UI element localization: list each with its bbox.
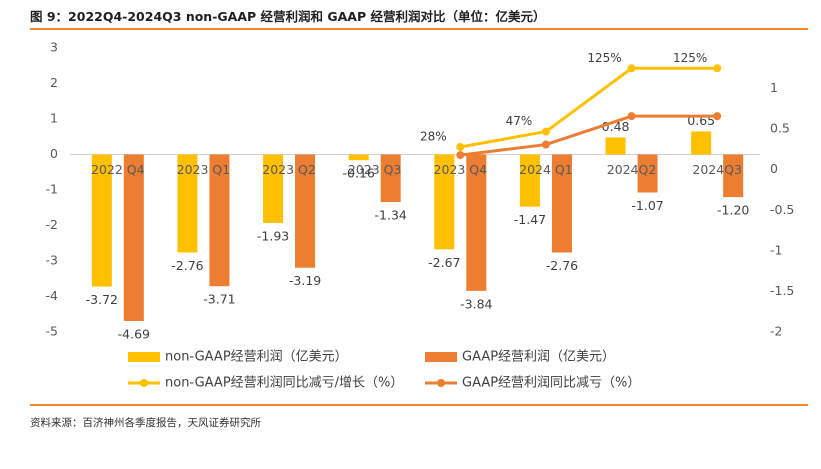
- legend-label: non-GAAP经营利润同比减亏/增长（%）: [165, 376, 403, 391]
- nongaap-yoy-line: [460, 66, 718, 149]
- nongaap-bar: [605, 137, 626, 155]
- gaap-bar: [380, 154, 401, 203]
- gaap-bar: [123, 154, 144, 321]
- y2-tick-label: -1.5: [770, 283, 794, 298]
- y2-tick-label: -1: [770, 242, 782, 257]
- gaap-value-label: -1.34: [375, 208, 407, 223]
- nongaap-yoy-label: 125%: [587, 51, 621, 65]
- legend-label: GAAP经营利润同比减亏（%）: [462, 376, 640, 391]
- nongaap-value-label: -2.67: [428, 255, 460, 270]
- gaap-bar: [466, 154, 487, 291]
- category-label: 2023 Q3: [348, 162, 402, 177]
- category-label: 2022 Q4: [91, 162, 145, 177]
- nongaap-yoy-point: [456, 142, 465, 151]
- nongaap-value-label: -3.72: [86, 292, 118, 307]
- nongaap-value-label: -1.47: [514, 212, 546, 227]
- gaap-yoy-point: [456, 151, 465, 160]
- gaap-value-label: -1.20: [717, 203, 749, 218]
- gaap-bar: [723, 154, 744, 198]
- nongaap-bar: [263, 154, 284, 224]
- nongaap-yoy-point: [627, 64, 636, 73]
- nongaap-bar: [177, 154, 198, 253]
- category-label: 2023 Q2: [262, 162, 316, 177]
- y2-tick-label: 1: [770, 80, 778, 95]
- gaap-yoy-point: [627, 112, 636, 121]
- nongaap-bar: [519, 154, 540, 207]
- gaap-value-label: -1.07: [631, 198, 663, 213]
- gaap-yoy-line: [460, 114, 718, 157]
- gaap-value-label: -2.76: [546, 258, 578, 273]
- nongaap-bar: [434, 154, 455, 250]
- legend-label: non-GAAP经营利润（亿美元）: [165, 350, 348, 365]
- nongaap-yoy-point: [713, 64, 722, 73]
- y2-tick-label: 0.5: [770, 121, 790, 136]
- nongaap-bar: [91, 154, 112, 287]
- legend-swatch-marker: [140, 379, 148, 387]
- y2-tick-label: 0: [770, 161, 778, 176]
- gaap-value-label: -3.19: [289, 273, 321, 288]
- nongaap-yoy-point: [541, 127, 550, 136]
- category-label: 2024 Q1: [519, 162, 573, 177]
- legend-label: GAAP经营利润（亿美元）: [462, 350, 615, 365]
- gaap-yoy-point: [713, 112, 722, 121]
- gaap-yoy-point: [541, 140, 550, 149]
- gaap-bar: [551, 154, 572, 253]
- nongaap-yoy-label: 28%: [420, 129, 447, 143]
- y-tick-label: 1: [50, 111, 58, 126]
- y-tick-label: -1: [46, 182, 58, 197]
- category-label: 2023 Q4: [434, 162, 488, 177]
- y-tick-label: 3: [50, 40, 58, 55]
- nongaap-yoy-label: 47%: [506, 114, 533, 128]
- gaap-value-label: -3.84: [460, 296, 492, 311]
- source-note: 资料来源：百济神州各季度报告，天风证券研究所: [30, 417, 261, 429]
- source-rule: [30, 404, 808, 406]
- category-label: 2024Q3: [692, 162, 742, 177]
- nongaap-bar: [691, 131, 712, 155]
- y-tick-label: -4: [46, 288, 59, 303]
- gaap-value-label: -3.71: [203, 292, 235, 307]
- legend-swatch: [425, 352, 457, 362]
- gaap-bar: [637, 154, 658, 193]
- gaap-value-label: -4.69: [118, 326, 150, 341]
- legend-swatch-marker: [437, 379, 445, 387]
- figure-title: 图 9：2022Q4-2024Q3 non-GAAP 经营利润和 GAAP 经营…: [30, 9, 546, 24]
- y-tick-label: 0: [50, 146, 58, 161]
- title-rule: [30, 28, 808, 30]
- nongaap-value-label: -0.16: [343, 166, 375, 181]
- nongaap-bar: [348, 154, 369, 161]
- y-tick-label: 2: [50, 75, 58, 90]
- nongaap-yoy-label: 125%: [673, 51, 707, 65]
- y2-tick-label: -2: [770, 324, 782, 339]
- gaap-bar: [295, 154, 316, 268]
- y-tick-label: -5: [46, 324, 58, 339]
- nongaap-value-label: -1.93: [257, 229, 289, 244]
- gaap-bar: [209, 154, 230, 287]
- y2-tick-label: -0.5: [770, 202, 794, 217]
- category-label: 2024Q2: [607, 162, 657, 177]
- category-label: 2023 Q1: [177, 162, 231, 177]
- legend-swatch: [128, 352, 160, 362]
- y-tick-label: -3: [46, 253, 58, 268]
- nongaap-value-label: -2.76: [171, 258, 203, 273]
- y-tick-label: -2: [46, 217, 58, 232]
